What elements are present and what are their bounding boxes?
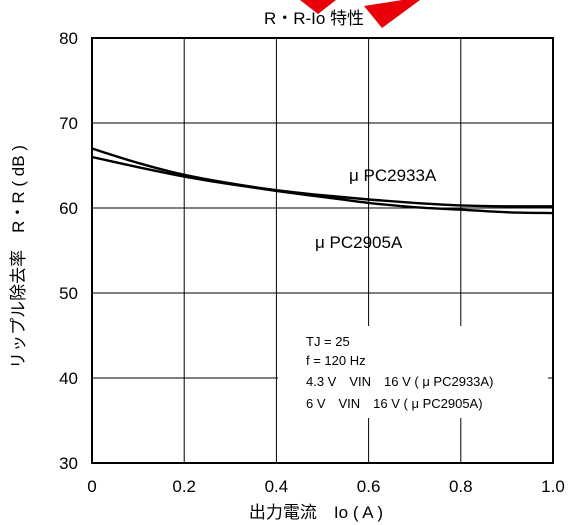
- x-tick-label: 0.2: [172, 477, 196, 496]
- x-tick-label: 0: [87, 477, 96, 496]
- y-tick-label: 40: [59, 369, 78, 388]
- watermark: [300, 0, 420, 28]
- y-axis-label: リップル除去率 R・R ( dB ): [9, 145, 28, 369]
- series-label-pc2933a: μ PC2933A: [349, 166, 437, 185]
- annotation-vin-2933a: 4.3 V VIN 16 V ( μ PC2933A): [306, 374, 493, 389]
- y-tick-label: 50: [59, 284, 78, 303]
- y-tick-label: 60: [59, 199, 78, 218]
- annotation-tj: TJ = 25: [306, 334, 350, 349]
- annotation-background: [278, 326, 548, 418]
- series-lines: [91, 147, 554, 215]
- watermark-mark-left: [300, 0, 336, 14]
- series-line-pc2905a: [91, 155, 554, 215]
- chart-title: R・R-Io 特性: [264, 9, 364, 28]
- tick-labels: 0 0.2 0.4 0.6 0.8 1.0 30 40 50 60 70 80: [59, 29, 565, 496]
- y-tick-label: 30: [59, 454, 78, 473]
- x-tick-label: 0.6: [357, 477, 381, 496]
- x-tick-label: 1.0: [541, 477, 565, 496]
- x-axis-label: 出力電流 Io ( A ): [249, 503, 383, 522]
- series-label-pc2905a: μ PC2905A: [315, 233, 403, 252]
- series-line-pc2933a: [91, 147, 554, 208]
- watermark-mark-right: [364, 0, 420, 28]
- x-tick-label: 0.4: [265, 477, 289, 496]
- y-tick-label: 80: [59, 29, 78, 48]
- y-tick-label: 70: [59, 114, 78, 133]
- plot-frame: [91, 37, 554, 464]
- x-tick-label: 0.8: [449, 477, 473, 496]
- annotation-vin-2905a: 6 V VIN 16 V ( μ PC2905A): [306, 396, 483, 411]
- conditions-annotation: TJ = 25 f = 120 Hz 4.3 V VIN 16 V ( μ PC…: [278, 326, 548, 418]
- annotation-freq: f = 120 Hz: [306, 353, 366, 368]
